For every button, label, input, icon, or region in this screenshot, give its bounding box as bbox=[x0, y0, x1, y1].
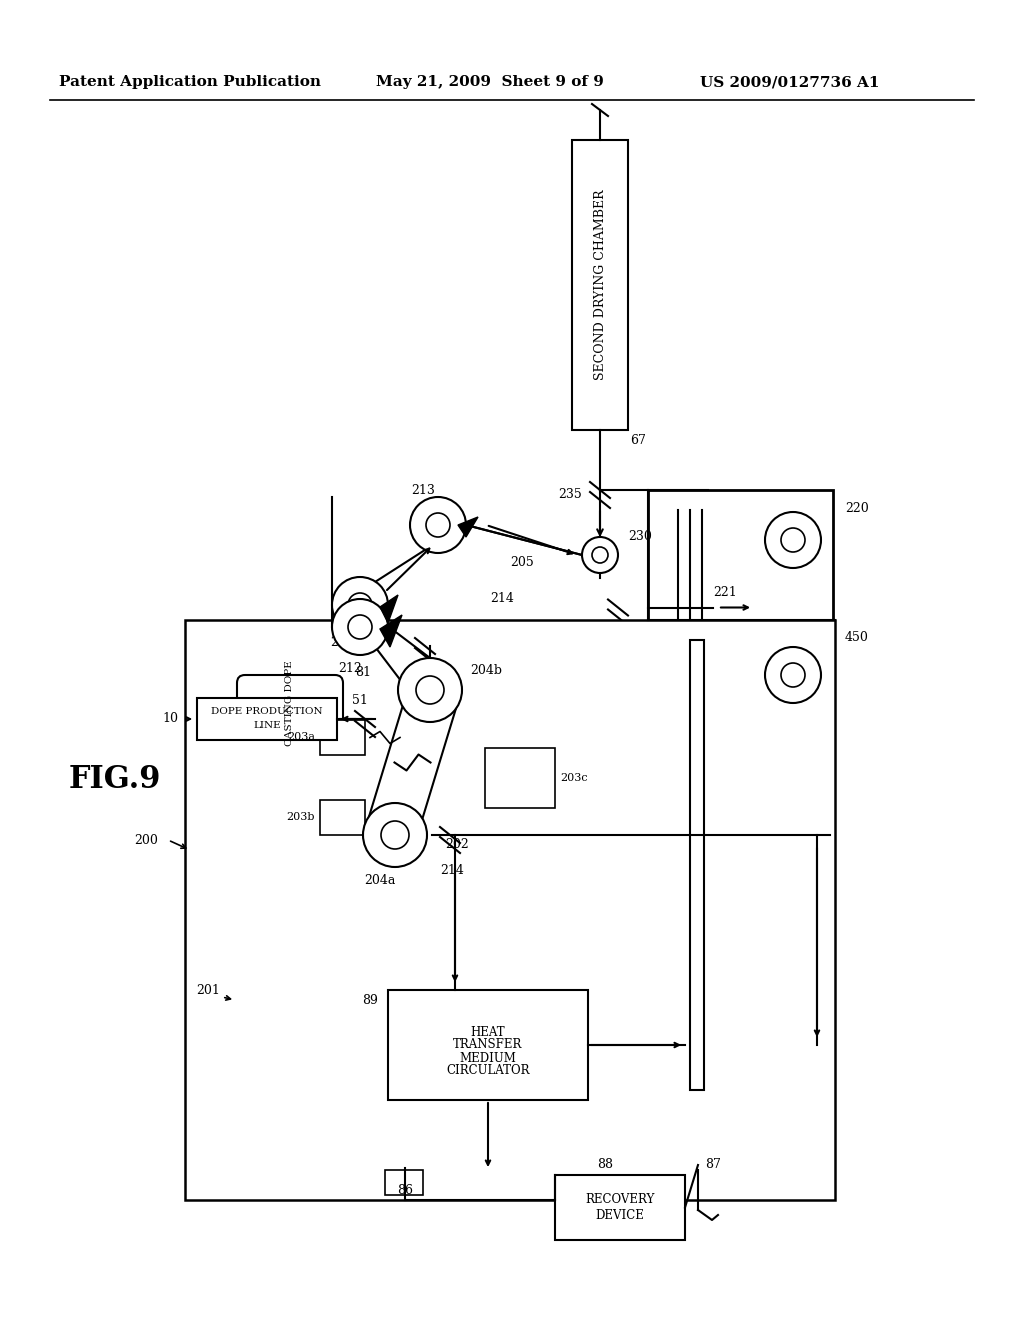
Text: HEAT: HEAT bbox=[471, 1027, 505, 1040]
Text: 212: 212 bbox=[330, 636, 354, 649]
Text: 213: 213 bbox=[411, 483, 435, 496]
Circle shape bbox=[348, 593, 372, 616]
Text: 450: 450 bbox=[845, 631, 869, 644]
Text: SECOND DRYING CHAMBER: SECOND DRYING CHAMBER bbox=[594, 190, 606, 380]
Circle shape bbox=[781, 528, 805, 552]
Text: 204a: 204a bbox=[365, 874, 395, 887]
Text: 202: 202 bbox=[445, 838, 469, 851]
Circle shape bbox=[765, 647, 821, 704]
Circle shape bbox=[582, 537, 618, 573]
Text: DOPE PRODUCTION: DOPE PRODUCTION bbox=[211, 708, 323, 717]
Text: DEVICE: DEVICE bbox=[596, 1209, 644, 1222]
Text: 203b: 203b bbox=[287, 813, 315, 822]
Text: 204b: 204b bbox=[470, 664, 502, 676]
Bar bbox=[185, 620, 835, 1200]
Text: 200: 200 bbox=[134, 833, 158, 846]
Circle shape bbox=[398, 657, 462, 722]
Text: 203a: 203a bbox=[287, 733, 315, 742]
Text: FIG.9: FIG.9 bbox=[69, 764, 161, 796]
Text: 51: 51 bbox=[352, 694, 368, 708]
Bar bbox=[388, 990, 588, 1100]
Circle shape bbox=[332, 599, 388, 655]
Bar bbox=[648, 490, 833, 725]
Text: 89: 89 bbox=[362, 994, 378, 1006]
Text: LINE: LINE bbox=[253, 722, 281, 730]
Text: 87: 87 bbox=[705, 1159, 721, 1172]
Text: 205: 205 bbox=[510, 556, 534, 569]
Text: 214: 214 bbox=[490, 591, 514, 605]
Text: 214: 214 bbox=[440, 863, 464, 876]
Text: 81: 81 bbox=[355, 665, 371, 678]
Bar bbox=[197, 698, 337, 741]
Bar bbox=[319, 719, 365, 755]
Bar bbox=[555, 1175, 685, 1239]
Bar bbox=[385, 1170, 423, 1195]
Circle shape bbox=[348, 615, 372, 639]
Text: CASTING DOPE: CASTING DOPE bbox=[286, 660, 295, 746]
Bar bbox=[572, 140, 628, 430]
Circle shape bbox=[362, 803, 427, 867]
Bar bbox=[319, 800, 365, 836]
Circle shape bbox=[592, 546, 608, 564]
Text: 86: 86 bbox=[397, 1184, 413, 1196]
Text: 212: 212 bbox=[338, 663, 361, 676]
Polygon shape bbox=[380, 615, 402, 647]
Polygon shape bbox=[380, 595, 398, 623]
Text: RECOVERY: RECOVERY bbox=[586, 1193, 654, 1206]
Text: 235: 235 bbox=[558, 488, 582, 502]
Text: TRANSFER: TRANSFER bbox=[454, 1039, 522, 1052]
Text: 203c: 203c bbox=[560, 774, 588, 783]
Bar bbox=[485, 748, 555, 808]
Circle shape bbox=[765, 512, 821, 568]
Text: 201: 201 bbox=[197, 983, 220, 997]
Polygon shape bbox=[458, 517, 478, 537]
Text: Patent Application Publication: Patent Application Publication bbox=[59, 75, 321, 88]
Text: CIRCULATOR: CIRCULATOR bbox=[446, 1064, 529, 1077]
Circle shape bbox=[332, 577, 388, 634]
Circle shape bbox=[781, 663, 805, 686]
Bar bbox=[690, 640, 705, 1090]
Text: 220: 220 bbox=[845, 502, 868, 515]
Circle shape bbox=[381, 821, 409, 849]
Text: 88: 88 bbox=[597, 1159, 613, 1172]
Circle shape bbox=[426, 513, 450, 537]
Text: US 2009/0127736 A1: US 2009/0127736 A1 bbox=[700, 75, 880, 88]
Text: 67: 67 bbox=[630, 433, 646, 446]
Text: 10: 10 bbox=[162, 713, 178, 726]
Text: May 21, 2009  Sheet 9 of 9: May 21, 2009 Sheet 9 of 9 bbox=[376, 75, 604, 88]
Text: 230: 230 bbox=[628, 531, 652, 544]
Circle shape bbox=[416, 676, 444, 704]
FancyBboxPatch shape bbox=[237, 675, 343, 731]
Circle shape bbox=[410, 498, 466, 553]
Text: 221: 221 bbox=[713, 586, 736, 599]
Text: MEDIUM: MEDIUM bbox=[460, 1052, 516, 1064]
